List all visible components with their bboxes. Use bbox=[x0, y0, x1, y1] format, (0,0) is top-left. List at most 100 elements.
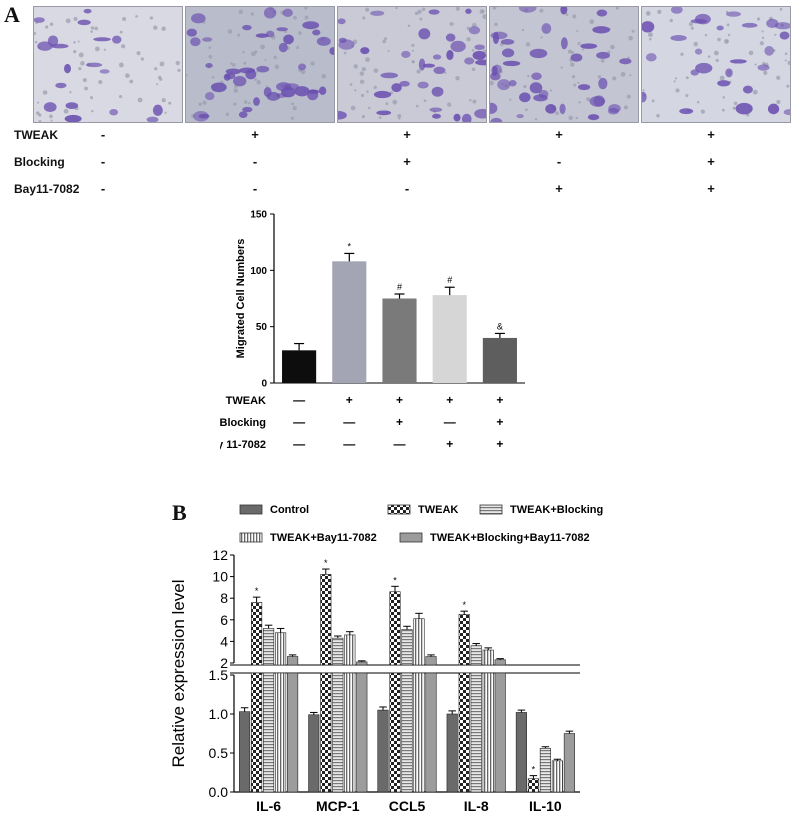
y-tick-label: 0.5 bbox=[209, 745, 229, 761]
bar bbox=[382, 298, 417, 383]
stained-cell bbox=[109, 108, 119, 116]
stained-cell bbox=[256, 65, 270, 73]
membrane-pore bbox=[407, 24, 411, 28]
membrane-pore bbox=[292, 105, 297, 111]
stained-cell bbox=[531, 72, 542, 81]
stained-cell bbox=[99, 69, 110, 74]
membrane-pore bbox=[119, 30, 123, 34]
y-tick-label: 1.5 bbox=[209, 667, 229, 683]
condition-sign: — bbox=[444, 415, 456, 429]
stained-cell bbox=[432, 54, 442, 60]
significance-mark: & bbox=[497, 321, 503, 331]
membrane-pore bbox=[177, 68, 181, 72]
stained-cell bbox=[694, 48, 703, 55]
membrane-pore bbox=[149, 16, 154, 20]
condition-sign: — bbox=[293, 437, 305, 450]
membrane-pore bbox=[690, 26, 694, 30]
bar bbox=[320, 672, 332, 793]
legend-swatch bbox=[387, 504, 411, 515]
membrane-pore bbox=[447, 102, 452, 107]
stained-cell bbox=[245, 69, 257, 80]
stained-cell bbox=[391, 83, 402, 93]
stained-cell bbox=[223, 73, 231, 81]
condition-sign: + bbox=[403, 127, 411, 142]
membrane-pore bbox=[631, 29, 635, 33]
membrane-pore bbox=[395, 7, 398, 10]
membrane-pore bbox=[623, 105, 628, 110]
membrane-pore bbox=[36, 101, 40, 104]
membrane-pore bbox=[359, 79, 365, 85]
stained-cell bbox=[253, 97, 260, 106]
membrane-pore bbox=[365, 7, 370, 12]
stained-cell bbox=[431, 86, 444, 97]
bar bbox=[263, 672, 275, 793]
membrane-pore bbox=[696, 100, 700, 104]
bar bbox=[332, 637, 344, 666]
bar bbox=[389, 591, 401, 666]
membrane-pore bbox=[382, 39, 387, 44]
stained-cell bbox=[93, 37, 111, 42]
stained-cell bbox=[670, 35, 687, 41]
membrane-pore bbox=[122, 17, 127, 21]
bar bbox=[332, 261, 367, 383]
bar bbox=[251, 602, 263, 666]
stained-cell bbox=[508, 80, 517, 87]
condition-row-label: Blocking bbox=[220, 417, 266, 429]
condition-sign: + bbox=[446, 393, 453, 407]
bar bbox=[401, 629, 413, 666]
bar bbox=[563, 733, 575, 793]
membrane-pore bbox=[688, 22, 693, 27]
membrane-pore bbox=[732, 106, 736, 110]
significance-mark: * bbox=[532, 765, 536, 775]
micrograph-4 bbox=[489, 6, 639, 123]
significance-mark: * bbox=[324, 558, 328, 568]
stained-cell bbox=[726, 11, 741, 17]
condition-sign: + bbox=[496, 437, 503, 450]
membrane-pore bbox=[494, 22, 498, 27]
membrane-pore bbox=[581, 48, 585, 51]
x-tick-label: IL-6 bbox=[256, 798, 281, 814]
membrane-pore bbox=[229, 62, 233, 65]
membrane-pore bbox=[121, 44, 126, 49]
membrane-pore bbox=[38, 113, 42, 117]
micrograph-background bbox=[34, 7, 182, 122]
membrane-pore bbox=[722, 96, 725, 99]
stained-cell bbox=[679, 108, 694, 115]
stained-cell bbox=[596, 9, 608, 17]
bar bbox=[356, 672, 368, 793]
stained-cell bbox=[450, 40, 466, 53]
bar bbox=[458, 614, 470, 666]
membrane-pore bbox=[264, 59, 267, 62]
bar bbox=[494, 672, 506, 793]
stained-cell bbox=[474, 108, 486, 119]
stained-cell bbox=[380, 72, 399, 79]
membrane-pore bbox=[304, 15, 309, 20]
stained-cell bbox=[475, 59, 486, 66]
membrane-pore bbox=[615, 7, 619, 10]
y-tick-label: 12 bbox=[212, 547, 228, 563]
membrane-pore bbox=[91, 109, 94, 113]
bar bbox=[389, 672, 401, 793]
membrane-pore bbox=[349, 83, 353, 86]
stained-cell bbox=[360, 47, 370, 55]
membrane-pore bbox=[254, 78, 257, 81]
membrane-pore bbox=[481, 9, 485, 13]
membrane-pore bbox=[572, 14, 577, 19]
stained-cell bbox=[34, 17, 45, 23]
bar bbox=[401, 672, 413, 793]
stained-cell bbox=[204, 92, 215, 101]
bar bbox=[287, 656, 299, 666]
stained-cell bbox=[152, 104, 163, 116]
y-axis-label: Relative expression level bbox=[169, 579, 188, 767]
condition-row-label: Bay 11-7082 bbox=[220, 439, 266, 450]
membrane-pore bbox=[140, 57, 144, 61]
condition-sign: + bbox=[707, 127, 715, 142]
membrane-pore bbox=[362, 16, 366, 20]
stained-cell bbox=[429, 107, 443, 112]
stained-cell bbox=[541, 23, 552, 34]
membrane-pore bbox=[198, 102, 202, 106]
legend-label: Control bbox=[270, 504, 309, 516]
bar bbox=[515, 712, 527, 793]
membrane-pore bbox=[125, 73, 130, 79]
condition-sign: + bbox=[707, 181, 715, 196]
